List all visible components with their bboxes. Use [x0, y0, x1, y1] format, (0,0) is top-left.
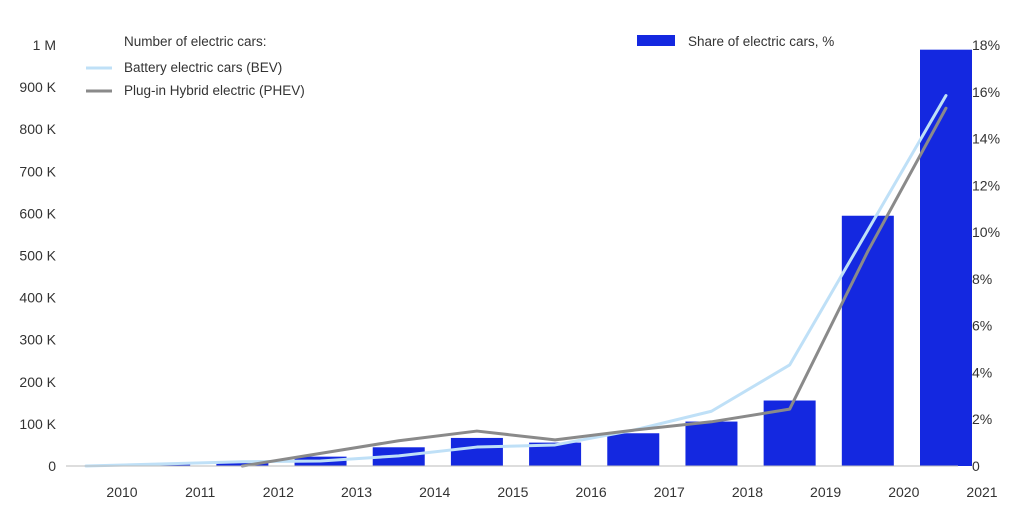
y-right-tick-label: 0	[972, 458, 980, 474]
y-right-tick-label: 2%	[972, 411, 992, 427]
legend-title: Number of electric cars:	[124, 34, 267, 49]
y-right-tick-label: 18%	[972, 37, 1000, 53]
y-left-tick-label: 400 K	[19, 290, 56, 306]
y-right-tick-label: 14%	[972, 131, 1000, 147]
bar-2018	[685, 421, 738, 466]
y-left-tick-label: 100 K	[19, 416, 56, 432]
y-left-tick-label: 0	[48, 458, 56, 474]
y-right-tick-label: 8%	[972, 271, 992, 287]
x-tick-label: 2021	[966, 484, 997, 500]
y-right-tick-label: 12%	[972, 177, 1000, 193]
y-right-tick-label: 10%	[972, 224, 1000, 240]
y-right-tick-label: 6%	[972, 318, 992, 334]
y-right-tick-label: 4%	[972, 364, 992, 380]
y-left-tick-label: 800 K	[19, 121, 56, 137]
y-left-tick-label: 500 K	[19, 248, 56, 264]
x-axis: 2010 2011 2012 2013 2014 2015 2016 2017 2018 2019…	[106, 484, 997, 500]
x-tick-label: 2015	[497, 484, 528, 500]
legend-label-phev: Plug-in Hybrid electric (PHEV)	[124, 83, 305, 98]
line-phev	[240, 106, 948, 468]
legend-label-share: Share of electric cars, %	[688, 34, 834, 49]
x-tick-label: 2020	[888, 484, 919, 500]
y-left-tick-label: 600 K	[19, 205, 56, 221]
y-axis-left: 0 100 K 200 K 300 K 400 K 500 K 600 K 700 K 800 …	[19, 37, 56, 474]
bar-2021	[920, 49, 972, 467]
y-left-tick-label: 1 M	[33, 37, 56, 53]
y-axis-right: 0 2% 4% 6% 8% 10% 12% 14% 16% 18%	[972, 37, 1000, 474]
x-tick-label: 2017	[654, 484, 685, 500]
y-left-tick-label: 200 K	[19, 374, 56, 390]
y-right-tick-label: 16%	[972, 84, 1000, 100]
x-tick-label: 2013	[341, 484, 372, 500]
legend-lines: Number of electric cars: Battery electri…	[86, 34, 305, 98]
line-bev	[84, 94, 948, 468]
x-tick-label: 2019	[810, 484, 841, 500]
y-left-tick-label: 300 K	[19, 332, 56, 348]
x-tick-label: 2016	[576, 484, 607, 500]
bar-2016	[529, 442, 582, 466]
bar-2015	[450, 437, 503, 466]
bar-2012	[216, 461, 269, 466]
x-tick-label: 2018	[732, 484, 763, 500]
y-left-tick-label: 900 K	[19, 79, 56, 95]
lines-group	[84, 94, 948, 468]
x-tick-label: 2011	[185, 484, 215, 500]
legend-swatch-share	[637, 35, 675, 46]
legend-bars: Share of electric cars, %	[637, 34, 834, 49]
x-tick-label: 2010	[106, 484, 137, 500]
y-left-tick-label: 700 K	[19, 163, 56, 179]
x-tick-label: 2014	[419, 484, 450, 500]
x-tick-label: 2012	[263, 484, 294, 500]
legend-label-bev: Battery electric cars (BEV)	[124, 60, 282, 75]
bars-group	[138, 49, 972, 467]
bar-2017	[607, 433, 660, 466]
